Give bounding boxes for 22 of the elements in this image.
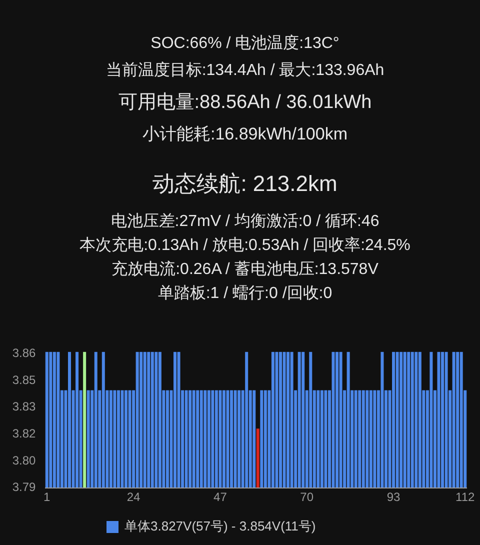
x-tick-label: 1 <box>44 490 51 504</box>
x-tick-label: 93 <box>386 490 401 504</box>
y-tick-label: 3.82 <box>12 426 36 441</box>
text: 充放电流:0.26A / 蓄电池电压:13.578V <box>112 260 379 278</box>
x-tick-label: 47 <box>214 490 228 504</box>
text: 动态续航: 213.2km <box>152 170 338 196</box>
y-tick-label: 3.83 <box>12 400 36 414</box>
x-tick-label: 24 <box>126 490 141 504</box>
text: 本次充电:0.13Ah / 放电:0.53Ah / 回收率:24.5% <box>80 236 410 254</box>
text: SOC:66% / 电池温度:13C° <box>150 34 340 52</box>
x-tick-label: 112 <box>456 490 476 504</box>
text: 单踏板:1 / 蠕行:0 /回收:0 <box>158 284 332 302</box>
x-tick-label: 70 <box>300 490 314 504</box>
y-tick-label: 3.80 <box>12 453 36 468</box>
y-tick-label: 3.86 <box>12 346 36 360</box>
legend-label: 单体3.827V(57号) - 3.854V(11号) <box>124 518 316 534</box>
text: 可用电量:88.56Ah / 36.01kWh <box>118 92 372 114</box>
text: 电池压差:27mV / 均衡激活:0 / 循环:46 <box>110 212 380 230</box>
y-tick-label: 3.85 <box>12 372 36 387</box>
text: 小计能耗:16.89kWh/100km <box>142 124 348 144</box>
y-tick-label: 3.79 <box>12 480 36 494</box>
text: 当前温度目标:134.4Ah / 最大:133.96Ah <box>106 61 384 80</box>
